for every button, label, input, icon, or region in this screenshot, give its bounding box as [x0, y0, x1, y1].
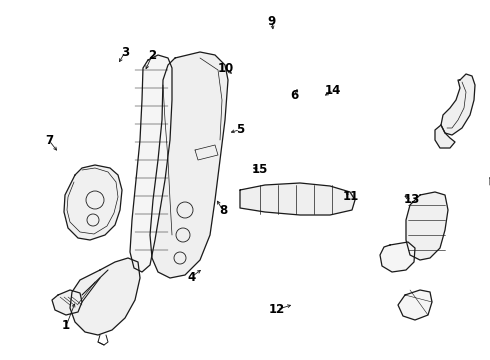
Text: 14: 14	[325, 84, 342, 96]
Polygon shape	[150, 52, 228, 278]
Polygon shape	[64, 165, 122, 240]
Polygon shape	[240, 183, 355, 215]
Text: 10: 10	[217, 62, 234, 75]
Text: 1: 1	[62, 319, 70, 332]
Text: 4: 4	[187, 271, 195, 284]
Text: 9: 9	[268, 15, 276, 28]
Text: 2: 2	[148, 49, 156, 62]
Text: 5: 5	[236, 123, 244, 136]
Polygon shape	[52, 290, 82, 315]
Text: 15: 15	[251, 163, 268, 176]
Text: 7: 7	[45, 134, 53, 147]
Polygon shape	[435, 125, 455, 148]
Polygon shape	[130, 55, 172, 272]
Text: 6: 6	[290, 89, 298, 102]
Text: 3: 3	[121, 46, 129, 59]
Text: 11: 11	[342, 190, 359, 203]
Polygon shape	[70, 258, 140, 335]
Polygon shape	[406, 192, 448, 260]
Polygon shape	[441, 74, 475, 135]
Polygon shape	[380, 242, 415, 272]
Text: 13: 13	[403, 193, 420, 206]
Text: 12: 12	[269, 303, 285, 316]
Text: 8: 8	[219, 204, 227, 217]
Polygon shape	[398, 290, 432, 320]
